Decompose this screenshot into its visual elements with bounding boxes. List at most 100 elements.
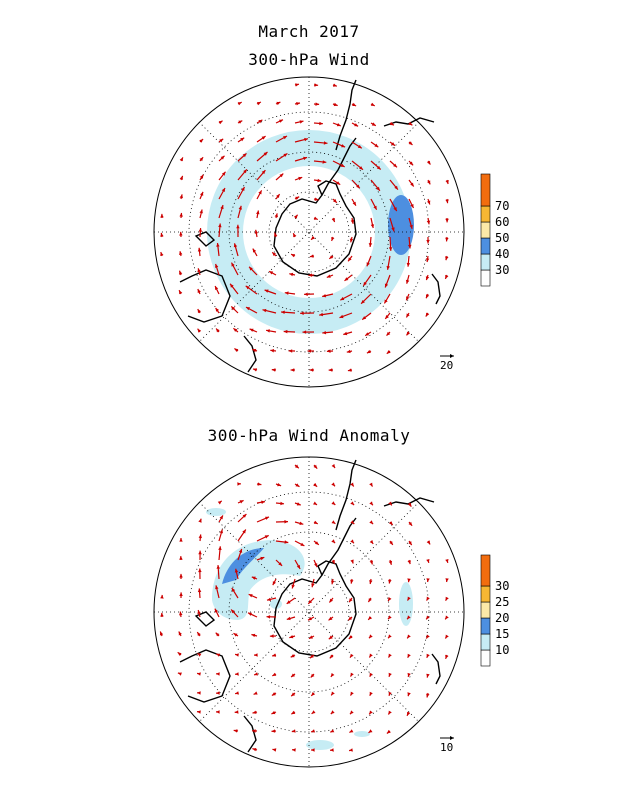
wind-vector-head [249, 328, 254, 332]
wind-vector-head [426, 653, 430, 658]
wind-vector-head [291, 673, 295, 677]
panel2-graticule [154, 457, 464, 767]
wind-vector-head [352, 201, 356, 206]
wind-vector-head [388, 247, 393, 251]
panel1-colorbar-label: 60 [495, 215, 509, 229]
wind-vector-head [197, 672, 201, 676]
wind-vector-head [329, 598, 333, 603]
wind-vector-head [407, 672, 411, 677]
wind-vector-head [368, 616, 372, 620]
wind-vector-head [179, 592, 183, 596]
wind-vector-head [384, 299, 388, 304]
wind-vector-head [218, 223, 222, 228]
wind-vector-head [427, 160, 431, 165]
wind-vector-head [350, 691, 354, 696]
wind-vector-head [260, 556, 265, 561]
panel2-reference-vector: 10 [440, 736, 454, 754]
wind-vector-head [426, 673, 430, 678]
panel1-reference-vector-label: 20 [440, 359, 453, 372]
wind-vector-head [348, 616, 353, 621]
wind-vector-head [330, 729, 335, 733]
wind-vector-head [407, 653, 411, 658]
wind-vector-head [445, 634, 449, 639]
wind-vector-head [407, 502, 412, 507]
wind-vector-head [215, 585, 219, 590]
wind-vector-head [408, 521, 413, 526]
wind-vector-head [197, 653, 202, 657]
antarctic-peninsula [321, 137, 357, 196]
wind-vector-head [179, 611, 183, 616]
wind-vector-head [408, 141, 413, 145]
panel2-map: 10 15 20 25 30 10 [153, 456, 509, 768]
wind-vector-head [349, 598, 353, 603]
wind-vector-head [291, 584, 295, 589]
wind-vector-head [197, 309, 201, 314]
wind-vector-head [406, 262, 411, 267]
wind-vector-head [326, 274, 331, 278]
wind-vector-head [284, 520, 288, 524]
wind-vector-head [278, 562, 283, 566]
wind-vector-head [197, 632, 201, 636]
wind-vector-head [330, 673, 335, 677]
wind-vector-head [366, 349, 371, 354]
wind-vector-head [330, 710, 335, 714]
wind-vector-head [407, 692, 411, 697]
wind-vector-head [350, 710, 354, 715]
wind-vector-head [388, 597, 392, 602]
wind-vector-head [311, 583, 315, 588]
wind-vector-head [308, 600, 313, 604]
wind-vector-head [308, 273, 313, 277]
wind-vector-head [314, 563, 318, 568]
wind-vector-head [349, 238, 354, 243]
wind-vector-head [426, 294, 430, 299]
wind-vector-head [331, 580, 335, 585]
wind-vector-head [253, 691, 258, 695]
wind-vector-head [234, 710, 239, 714]
wind-vector-head [331, 464, 335, 468]
wind-vector-head [388, 560, 393, 565]
wind-vector-head [217, 500, 222, 505]
wind-vector-head [347, 368, 352, 372]
wind-vector-head [231, 306, 236, 311]
wind-vector-head [197, 328, 202, 333]
wind-vector-head [348, 635, 353, 639]
wind-vector-head [251, 633, 256, 638]
wind-vector-head [200, 191, 204, 196]
wind-vector-head [179, 270, 183, 275]
wind-vector-head [266, 615, 271, 619]
wind-vector-head [299, 521, 304, 525]
wind-vector-head [179, 157, 183, 162]
wind-vector-head [350, 579, 354, 584]
wind-vector-head [376, 186, 380, 191]
wind-vector-head [313, 464, 318, 469]
wind-vector-head [234, 348, 239, 352]
wind-vector-head [269, 271, 274, 275]
wind-vector-head [257, 482, 262, 486]
wind-vector-head [279, 119, 283, 123]
wind-vector-head [369, 653, 373, 658]
wind-vector-head [304, 137, 308, 142]
wind-vector-head [256, 102, 261, 106]
wind-vector-head [371, 122, 376, 126]
wind-vector-head [252, 710, 257, 714]
wind-vector-head [274, 213, 278, 218]
wind-vector-head [253, 368, 257, 372]
wind-vector-head [233, 328, 238, 332]
wind-vector-head [354, 123, 359, 127]
wind-vector-head [311, 748, 315, 752]
wind-vector-head [197, 691, 201, 695]
figure-title: March 2017 [258, 22, 360, 41]
wind-vector-head [286, 600, 291, 604]
wind-vector-head [369, 520, 374, 525]
wind-vector-head [267, 597, 271, 601]
wind-vector-head [408, 121, 413, 126]
wind-vector-head [391, 142, 395, 146]
wind-vector-head [231, 587, 236, 592]
wind-vector-head [365, 332, 370, 336]
wind-vector-head [298, 176, 303, 181]
panel1-title: 300-hPa Wind [248, 50, 370, 69]
wind-vector-head [326, 349, 331, 353]
wind-vector-head [314, 541, 319, 545]
wind-vector-head [388, 653, 392, 658]
wind-vector-head [197, 268, 201, 273]
